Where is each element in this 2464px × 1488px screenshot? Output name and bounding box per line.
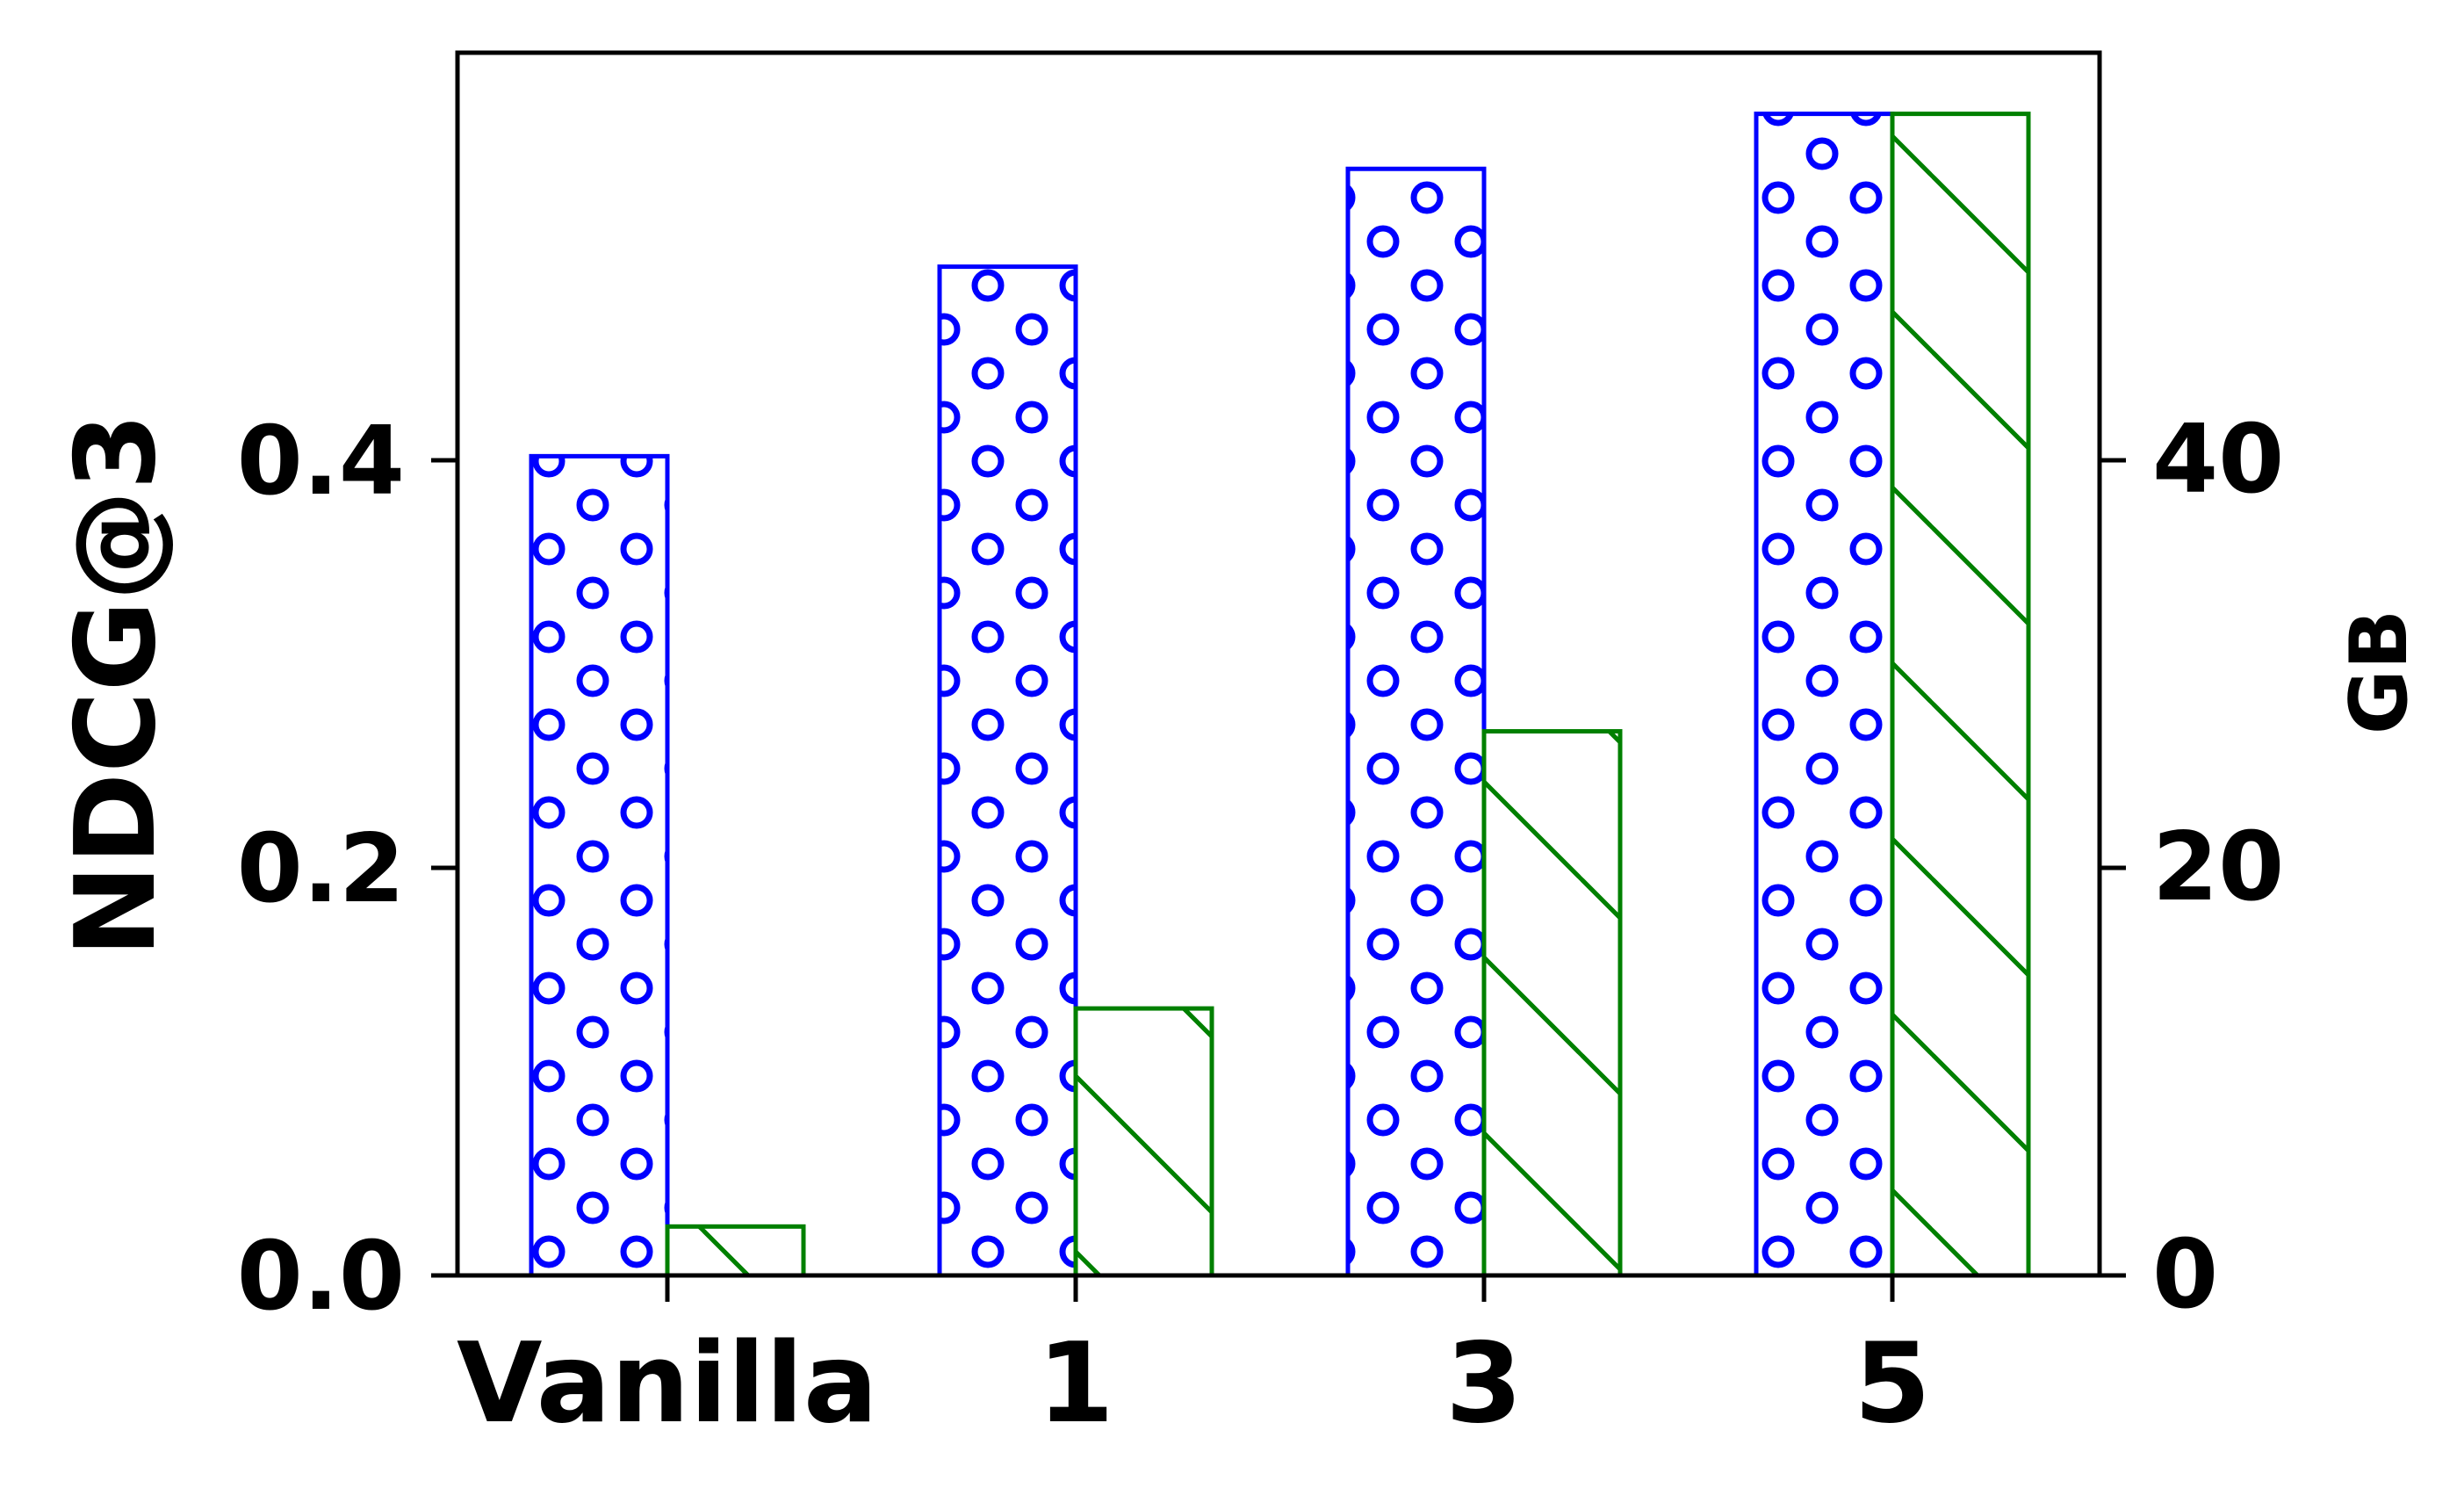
y2-axis-label: GB bbox=[2333, 610, 2425, 734]
gb-bar-5 bbox=[1890, 112, 2031, 1278]
axes-layer: Vanilla 1 3 5 0.0 0.2 0.4 0 20 40 bbox=[237, 405, 2285, 1448]
ndcg-bar-vanilla bbox=[529, 453, 670, 1278]
y2-tick-label: 0 bbox=[2152, 1220, 2218, 1330]
y-axis-label: NDCG@3 bbox=[51, 413, 180, 957]
y-tick-label: 0.2 bbox=[237, 814, 405, 924]
x-tick-label: 3 bbox=[1445, 1318, 1523, 1448]
x-tick-label: 5 bbox=[1854, 1318, 1931, 1448]
bars-layer bbox=[529, 112, 2031, 1278]
gb-bar-vanilla bbox=[665, 1224, 806, 1278]
y-tick-label: 0.0 bbox=[237, 1222, 405, 1332]
ndcg-bar-1 bbox=[937, 264, 1078, 1278]
gb-bar-1 bbox=[1073, 1006, 1214, 1278]
ndcg-bar-3 bbox=[1345, 166, 1487, 1278]
y-tick-label: 0.4 bbox=[237, 407, 405, 516]
ndcg-bar-5 bbox=[1754, 112, 1895, 1278]
x-tick-label: 1 bbox=[1037, 1318, 1114, 1448]
y2-tick-label: 20 bbox=[2152, 813, 2284, 922]
gb-bar-3 bbox=[1481, 729, 1623, 1278]
y2-tick-label: 40 bbox=[2152, 405, 2284, 515]
plot-frame bbox=[455, 50, 2102, 1278]
x-tick-label: Vanilla bbox=[457, 1318, 878, 1448]
